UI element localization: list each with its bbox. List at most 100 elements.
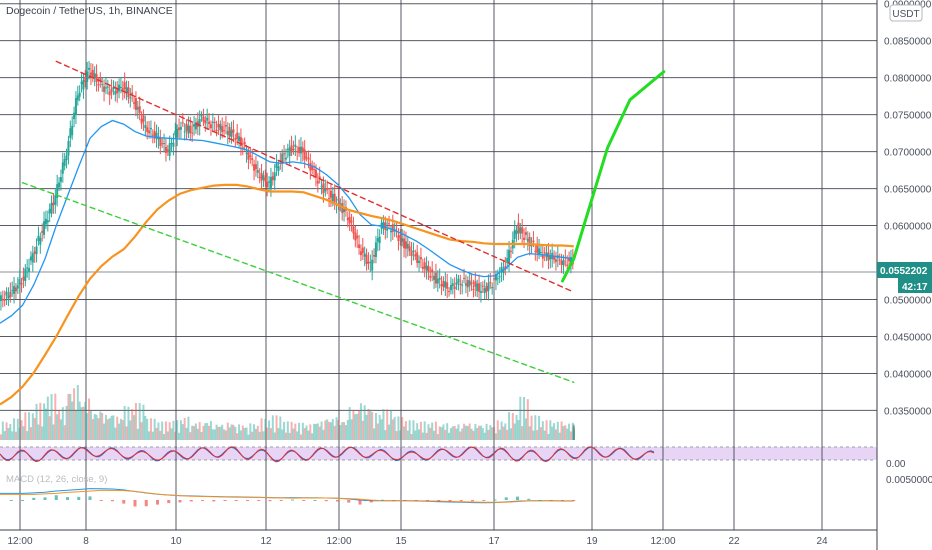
candle-body	[264, 177, 267, 182]
macd-histogram-bar	[313, 500, 317, 501]
volume-bar	[363, 405, 366, 440]
time-axis[interactable]: 12:00 8 10 12 12:00 15 17 19 12:00 22 24	[7, 536, 828, 547]
macd-histogram-bar	[291, 499, 294, 501]
candle-body	[448, 290, 451, 292]
currency-badge[interactable]: USDT	[889, 4, 923, 22]
volume-bar	[403, 426, 406, 440]
volume-bar	[572, 426, 575, 440]
candle-body	[56, 184, 59, 198]
volume-bar	[189, 432, 192, 440]
candle-body	[498, 276, 501, 278]
candle-body	[251, 158, 254, 160]
candle-body	[554, 259, 557, 262]
volume-bar	[352, 409, 355, 440]
volume-bar	[200, 431, 203, 440]
macd-histogram-bar	[246, 500, 249, 501]
volume-bar	[84, 401, 87, 440]
volume-bar	[5, 422, 8, 440]
candle-body	[523, 237, 526, 241]
candle-body	[365, 254, 368, 264]
volume-bar	[348, 407, 351, 440]
volume-bar	[309, 424, 312, 440]
volume-bar	[444, 429, 447, 440]
volume-bar	[63, 425, 66, 440]
volume-bar	[101, 412, 104, 440]
candle-body	[560, 260, 563, 265]
volume-bar	[18, 427, 21, 440]
volume-bar	[123, 405, 126, 440]
macd-histogram-bar	[302, 500, 306, 501]
candle-body	[534, 250, 537, 252]
candle-body	[208, 121, 211, 125]
volume-bar	[95, 414, 98, 440]
candle-body	[198, 119, 201, 127]
candle-body	[361, 247, 364, 253]
macd-histogram-bar	[482, 500, 486, 501]
candle-body	[483, 288, 486, 294]
volume-bar	[440, 427, 443, 440]
volume-bar	[298, 422, 301, 440]
upper-trendline	[55, 60, 575, 293]
volume-bar	[311, 433, 314, 440]
candle-body	[528, 236, 531, 247]
candle-body	[569, 256, 572, 264]
candle-body	[414, 254, 417, 257]
volume-bar	[166, 431, 169, 440]
candle-body	[371, 259, 374, 271]
volume-bar	[73, 388, 76, 440]
volume-bar	[472, 430, 475, 440]
volume-bar	[416, 423, 419, 440]
volume-bar	[538, 415, 541, 440]
candle-body	[478, 283, 481, 292]
macd-histogram-bar	[448, 500, 452, 502]
volume-bar	[524, 418, 527, 440]
volume-bar	[457, 424, 460, 440]
candle-body	[101, 83, 104, 85]
candle-body	[283, 153, 286, 155]
candle-body	[254, 164, 257, 170]
candle-body	[104, 87, 107, 89]
volume-bar	[553, 423, 556, 440]
volume-bar	[384, 430, 387, 440]
macd-histogram-bar	[437, 500, 441, 502]
volume-bar	[284, 432, 287, 440]
volume-bar	[13, 418, 16, 440]
candle-body	[464, 283, 467, 286]
volume-bar	[463, 423, 466, 440]
forecast-path	[561, 70, 666, 283]
volume-bar	[393, 416, 396, 440]
volume-bar	[20, 420, 23, 440]
volume-bar	[277, 428, 280, 440]
candle-body	[541, 254, 544, 259]
volume-bar	[193, 425, 196, 440]
candle-body	[125, 87, 128, 94]
candle-body	[476, 283, 479, 292]
macd-histogram-bar	[369, 500, 373, 503]
macd-histogram-bar	[347, 500, 351, 503]
candle-body	[262, 175, 265, 180]
candle-body	[352, 226, 355, 234]
candle-body	[80, 81, 83, 85]
candle-body	[290, 145, 293, 153]
volume-bar	[185, 427, 188, 440]
candle-body	[161, 143, 164, 145]
macd-histogram-bar	[156, 500, 159, 505]
candle-body	[58, 182, 61, 188]
time-tick-label: 8	[83, 536, 89, 547]
candle-body	[329, 190, 332, 198]
candle-body	[13, 286, 16, 294]
candle-body	[457, 278, 460, 283]
volume-bar	[508, 412, 511, 440]
volume-bar	[9, 424, 12, 440]
candle-body	[496, 278, 499, 280]
candle-body	[386, 228, 389, 231]
volume-bar	[202, 425, 205, 440]
candle-body	[378, 236, 381, 244]
time-tick-label: 12:00	[326, 536, 351, 547]
candle-body	[108, 91, 111, 96]
candle-body	[363, 253, 366, 257]
volume-bar	[206, 423, 209, 440]
candle-body	[37, 235, 40, 242]
volume-bar	[247, 434, 250, 440]
